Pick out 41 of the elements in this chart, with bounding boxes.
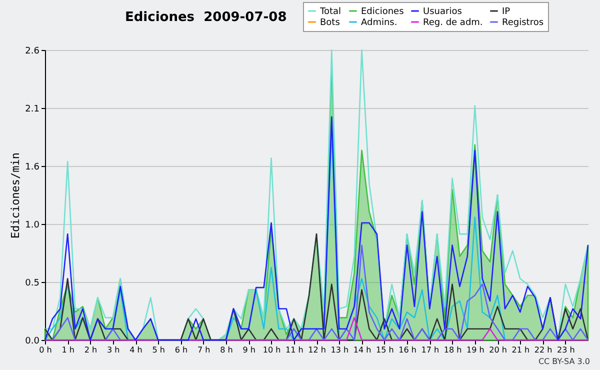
x-tick-label: 12 h [308, 346, 326, 354]
x-tick-label: 19 h [466, 346, 484, 354]
x-tick-label: 21 h [512, 346, 530, 354]
legend-label: Admins. [361, 18, 398, 28]
y-axis-title: Ediciones/min [9, 152, 22, 239]
x-tick-label: 10 h [262, 346, 281, 354]
y-tick-label: 1.6 [25, 162, 40, 172]
x-tick-label: 22 h [534, 346, 552, 354]
x-tick-label: 23 h [556, 346, 575, 354]
x-tick-label: 13 h [330, 346, 349, 354]
x-tick-label: 4 h [130, 346, 142, 354]
x-tick-label: 8 h [220, 346, 233, 354]
y-tick-label: 0.5 [25, 278, 40, 288]
x-tick-label: 7 h [198, 346, 210, 354]
legend-label: Total [319, 7, 342, 17]
y-tick-label: 0.0 [25, 336, 40, 346]
x-tick-label: 11 h [285, 346, 304, 354]
x-tick-label: 6 h [174, 346, 188, 354]
legend-label: Ediciones [361, 7, 404, 17]
x-tick-label: 9 h [242, 346, 256, 354]
x-tick-label: 2 h [84, 346, 98, 354]
x-tick-label: 20 h [489, 346, 507, 354]
x-tick-label: 17 h [421, 346, 440, 354]
x-tick-label: 15 h [376, 346, 394, 354]
x-tick-label: 5 h [152, 346, 165, 354]
chart-title: Ediciones 2009-07-08 [125, 10, 287, 25]
legend-label: IP [502, 7, 511, 17]
legend-label: Bots [320, 18, 340, 28]
legend-label: Reg. de adm. [423, 18, 483, 28]
y-tick-label: 1.0 [25, 220, 40, 230]
legend-label: Registros [502, 18, 544, 28]
legend-label: Usuarios [423, 7, 462, 17]
x-tick-label: 14 h [353, 346, 372, 354]
x-tick-label: 0 h [39, 346, 52, 354]
x-tick-label: 18 h [444, 346, 462, 354]
x-tick-label: 3 h [107, 346, 120, 354]
y-tick-label: 2.1 [25, 104, 40, 114]
x-tick-label: 1 h [62, 346, 74, 354]
x-tick-label: 16 h [398, 346, 416, 354]
y-tick-label: 2.6 [25, 46, 40, 56]
text: CC BY-SA 3.0 [538, 357, 590, 366]
